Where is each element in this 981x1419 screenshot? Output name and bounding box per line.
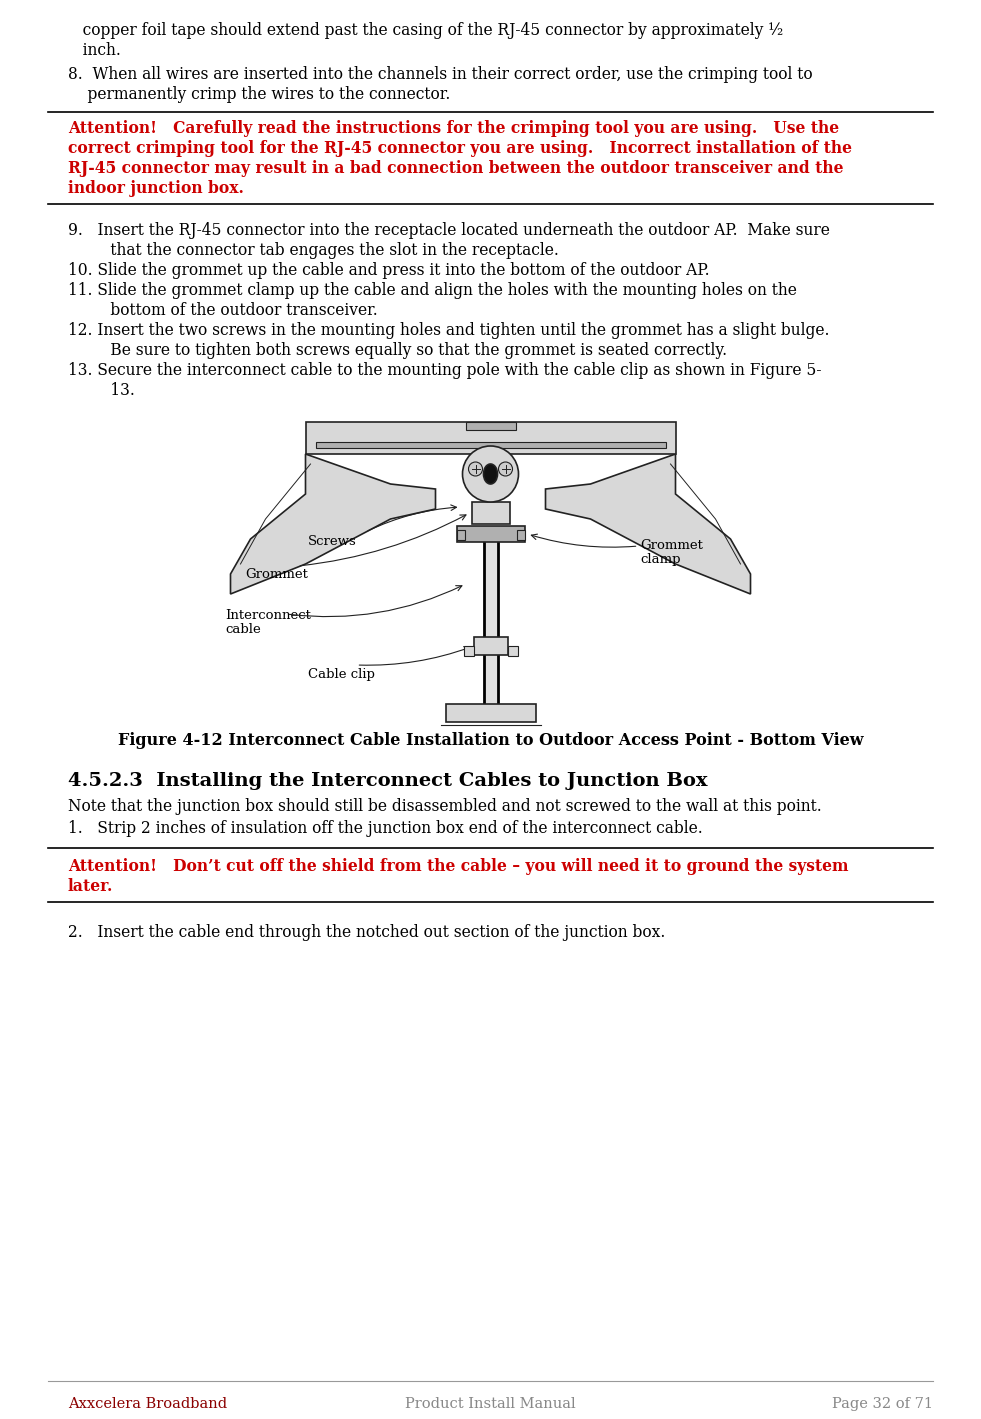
Text: Grommet: Grommet [245, 568, 308, 580]
Text: clamp: clamp [641, 553, 681, 566]
Text: 8.  When all wires are inserted into the channels in their correct order, use th: 8. When all wires are inserted into the … [68, 67, 812, 82]
Bar [474, 637, 507, 656]
Text: 4.5.2.3  Installing the Interconnect Cables to Junction Box: 4.5.2.3 Installing the Interconnect Cabl… [68, 772, 707, 790]
Text: inch.: inch. [68, 43, 121, 60]
Bar [305, 421, 676, 454]
Text: 10. Slide the grommet up the cable and press it into the bottom of the outdoor A: 10. Slide the grommet up the cable and p… [68, 263, 709, 280]
Bar [456, 526, 525, 542]
Text: 11. Slide the grommet clamp up the cable and align the holes with the mounting h: 11. Slide the grommet clamp up the cable… [68, 282, 797, 299]
Bar [316, 441, 665, 448]
Text: 1.   Strip 2 inches of insulation off the junction box end of the interconnect c: 1. Strip 2 inches of insulation off the … [68, 820, 702, 837]
Text: Be sure to tighten both screws equally so that the grommet is seated correctly.: Be sure to tighten both screws equally s… [86, 342, 727, 359]
Text: Page 32 of 71: Page 32 of 71 [832, 1396, 933, 1410]
Polygon shape [545, 454, 750, 595]
Bar [517, 531, 525, 541]
Text: that the connector tab engages the slot in the receptacle.: that the connector tab engages the slot … [86, 243, 559, 260]
Text: copper foil tape should extend past the casing of the RJ-45 connector by approxi: copper foil tape should extend past the … [68, 23, 783, 38]
Bar [472, 502, 509, 524]
Bar [507, 646, 518, 656]
Circle shape [469, 463, 483, 475]
Polygon shape [231, 454, 436, 595]
Text: Cable clip: Cable clip [308, 668, 376, 681]
Text: 9.   Insert the RJ-45 connector into the receptacle located underneath the outdo: 9. Insert the RJ-45 connector into the r… [68, 221, 830, 238]
Text: Screws: Screws [307, 535, 356, 548]
Bar [456, 531, 464, 541]
Circle shape [498, 463, 512, 475]
Bar [466, 421, 515, 430]
Text: Grommet: Grommet [641, 539, 703, 552]
Text: Attention!   Don’t cut off the shield from the cable – you will need it to groun: Attention! Don’t cut off the shield from… [68, 858, 849, 876]
Text: cable: cable [226, 623, 261, 636]
Text: Axxcelera Broadband: Axxcelera Broadband [68, 1396, 228, 1410]
Text: indoor junction box.: indoor junction box. [68, 180, 244, 197]
Text: later.: later. [68, 878, 114, 895]
Text: Attention!   Carefully read the instructions for the crimping tool you are using: Attention! Carefully read the instructio… [68, 121, 839, 138]
Circle shape [462, 446, 519, 502]
Text: Product Install Manual: Product Install Manual [405, 1396, 576, 1410]
Text: 13.: 13. [86, 382, 134, 399]
Bar [445, 704, 536, 722]
Text: Interconnect: Interconnect [226, 609, 311, 622]
Bar [484, 542, 497, 712]
Bar [463, 646, 474, 656]
Ellipse shape [484, 464, 497, 484]
Text: permanently crimp the wires to the connector.: permanently crimp the wires to the conne… [68, 87, 450, 104]
Text: RJ-45 connector may result in a bad connection between the outdoor transceiver a: RJ-45 connector may result in a bad conn… [68, 160, 844, 177]
Text: 12. Insert the two screws in the mounting holes and tighten until the grommet ha: 12. Insert the two screws in the mountin… [68, 322, 830, 339]
Text: Note that the junction box should still be disassembled and not screwed to the w: Note that the junction box should still … [68, 797, 822, 815]
Text: correct crimping tool for the RJ-45 connector you are using.   Incorrect install: correct crimping tool for the RJ-45 conn… [68, 140, 852, 158]
Text: 13. Secure the interconnect cable to the mounting pole with the cable clip as sh: 13. Secure the interconnect cable to the… [68, 362, 821, 379]
Text: 2.   Insert the cable end through the notched out section of the junction box.: 2. Insert the cable end through the notc… [68, 924, 665, 941]
Text: Figure 4-12 Interconnect Cable Installation to Outdoor Access Point - Bottom Vie: Figure 4-12 Interconnect Cable Installat… [118, 732, 863, 749]
Text: bottom of the outdoor transceiver.: bottom of the outdoor transceiver. [86, 302, 378, 319]
